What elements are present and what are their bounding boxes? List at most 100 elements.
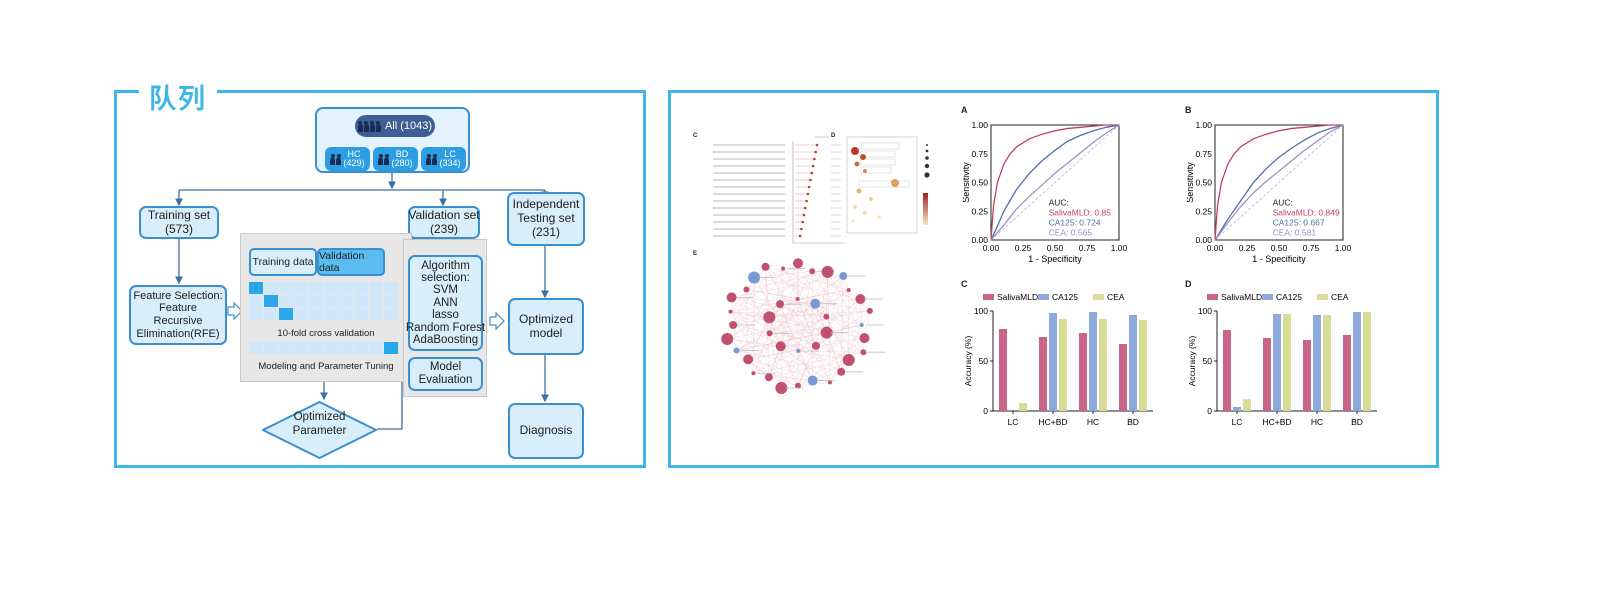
network-node	[827, 380, 832, 385]
network-node	[763, 311, 776, 324]
cv-caption: Modeling and Parameter Tuning	[258, 361, 394, 372]
network-edge	[736, 275, 844, 351]
pathway-bubble-figure	[846, 136, 930, 234]
people-icon	[426, 153, 438, 165]
network-edge	[765, 266, 831, 383]
legend-label: SalivaMLD	[1221, 292, 1262, 302]
x-tick-label: 0.50	[1271, 243, 1288, 253]
network-node	[733, 347, 740, 354]
network-edge	[827, 271, 865, 339]
network-edge	[843, 275, 862, 326]
network-node	[859, 323, 864, 327]
roc-curve-cea	[1214, 124, 1344, 241]
network-edge	[826, 275, 844, 333]
lollipop-dot	[815, 143, 819, 147]
lollipop-dot	[810, 171, 814, 175]
lollipop-dot	[804, 206, 807, 210]
figure-label-c: C	[693, 133, 698, 139]
network-node	[764, 373, 773, 382]
network-node	[846, 288, 851, 293]
network-edge	[779, 304, 799, 352]
x-tick-label: 0.75	[1303, 243, 1320, 253]
lollipop-dot	[805, 199, 808, 203]
bar-cea	[1363, 312, 1371, 411]
diagonal-reference	[990, 124, 1120, 241]
network-edge	[769, 310, 870, 318]
optimized-parameter-label: Optimized Parameter	[292, 411, 347, 437]
fold-grid-last	[249, 342, 399, 355]
network-edge	[727, 338, 799, 386]
bar-ca125	[1089, 312, 1097, 411]
network-edge	[765, 263, 799, 267]
figure-label-e: E	[693, 251, 698, 257]
testing-set-box: Independent Testing set (231)	[507, 192, 585, 246]
x-tick-label: LC	[1232, 417, 1243, 427]
network-edge	[754, 277, 861, 300]
network-edge	[781, 332, 827, 389]
network-node	[811, 341, 820, 350]
x-tick-label: LC	[1008, 417, 1019, 427]
panel-label-c: C	[961, 279, 968, 289]
network-edge	[736, 303, 816, 351]
bar-ca125	[1353, 312, 1361, 411]
group-pill-lc: LC (334)	[421, 147, 466, 171]
bar-ca125	[1313, 315, 1321, 411]
group-pill-hc: HC (429)	[325, 147, 370, 171]
bar-ca125	[1049, 313, 1057, 411]
network-node	[821, 265, 834, 278]
y-tick-label: 0.00	[1195, 235, 1212, 245]
y-tick-label: 0.50	[971, 178, 988, 188]
network-edge	[753, 373, 813, 381]
x-tick-label: BD	[1127, 417, 1139, 427]
validation-data-box: Validation data	[317, 248, 385, 276]
x-tick-label: HC	[1311, 417, 1323, 427]
roc-chart-b: 0.000.00 0.25 0.25 0.50 0.50 0.75 0.75 1.00 1.00…	[1187, 120, 1352, 264]
bar-salivamld	[1303, 340, 1311, 411]
group-count: (429)	[343, 158, 365, 168]
lollipop-dot	[807, 185, 811, 189]
roc-chart-a: 0.000.00 0.25 0.25 0.50 0.50 0.75 0.75 1.00 1.00…	[963, 120, 1128, 264]
network-edge	[826, 271, 828, 317]
auc-title: AUC:	[1049, 198, 1069, 208]
bar-ca125	[1233, 407, 1241, 411]
network-node	[860, 349, 867, 356]
cohort-panel: 队列 All (1043) HC (429) BD (280) LC (334)	[114, 77, 646, 468]
network-edge	[780, 289, 849, 347]
x-tick-label: HC	[1087, 417, 1099, 427]
network-edge	[812, 298, 861, 381]
roc-curve-ca125	[990, 124, 1120, 241]
y-tick-label: 100	[974, 306, 988, 316]
plot-frame	[1214, 124, 1344, 241]
diagonal-reference	[1214, 124, 1344, 241]
network-edge	[768, 377, 799, 386]
network-edge	[736, 350, 842, 372]
network-edge	[798, 298, 861, 352]
network-edge	[732, 277, 755, 326]
auc-value: SalivaMLD: 0.849	[1273, 208, 1340, 218]
network-node	[743, 354, 754, 365]
x-tick-label: 0.50	[1047, 243, 1064, 253]
training-set-box: Training set (573)	[139, 206, 219, 239]
network-node	[743, 286, 750, 293]
network-edge	[727, 310, 870, 340]
network-edge	[781, 268, 784, 388]
network-edge	[746, 289, 798, 300]
bar-salivamld	[1263, 338, 1271, 411]
auc-value: CA125: 0.667	[1273, 218, 1325, 228]
network-edge	[781, 275, 844, 389]
network-node	[795, 382, 801, 389]
network-edge	[733, 298, 861, 326]
cohort-group-box: All (1043) HC (429) BD (280) LC (334)	[315, 107, 470, 173]
network-edge	[765, 266, 849, 291]
optimized-model-box: Optimized model	[508, 298, 584, 355]
y-tick-label: 0.50	[1195, 178, 1212, 188]
roc-curve-salivamld	[1214, 124, 1343, 241]
all-cohort-label: All (1043)	[384, 120, 433, 132]
people-icon	[330, 153, 342, 165]
network-edge	[797, 298, 827, 317]
x-tick-label: 0.25	[1015, 243, 1032, 253]
network-edge	[768, 271, 828, 378]
cv-label: 10-fold cross validation	[277, 328, 375, 339]
network-node	[810, 298, 821, 309]
lollipop-dot	[811, 164, 815, 168]
